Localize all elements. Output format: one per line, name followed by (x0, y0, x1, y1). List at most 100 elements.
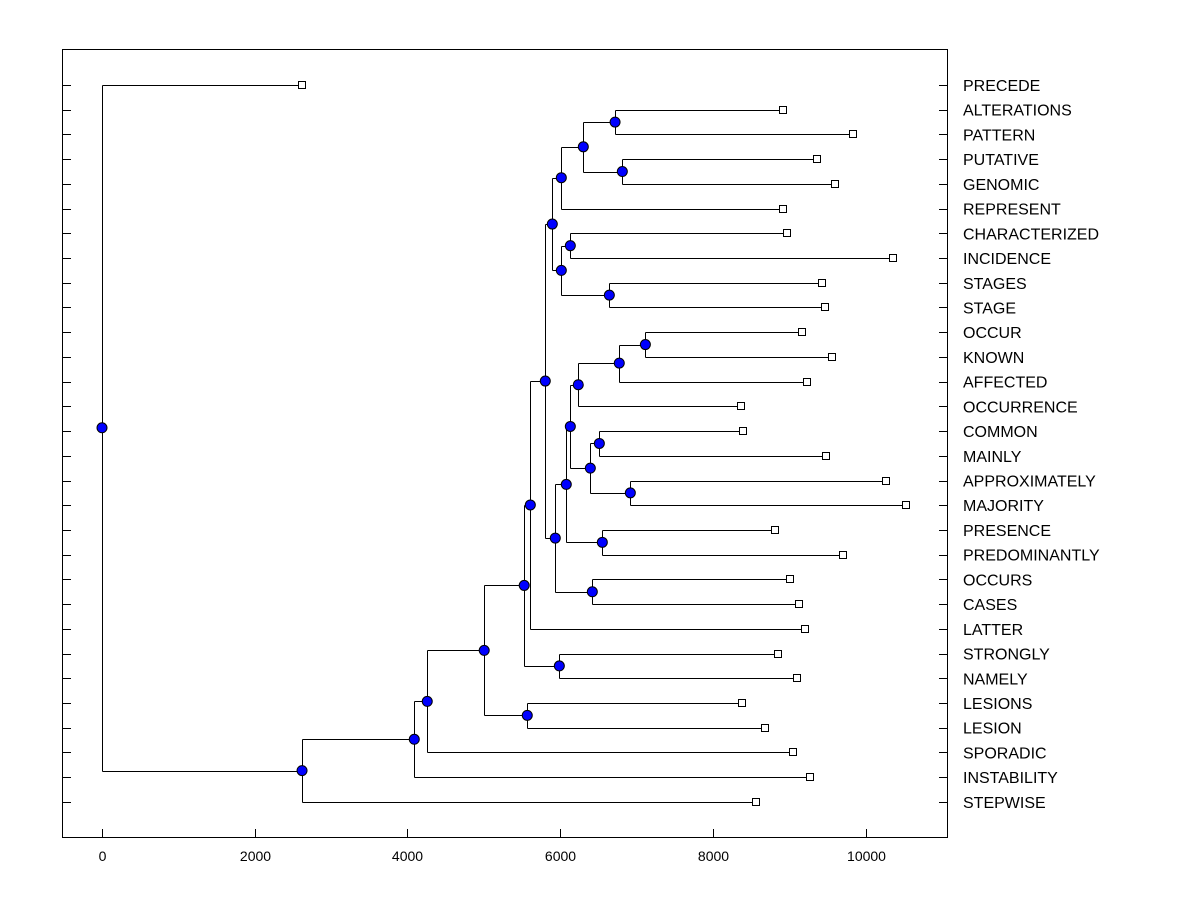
leaf-marker (793, 674, 801, 682)
leaf-marker (795, 600, 803, 608)
merge-node (564, 240, 576, 252)
leaf-marker (783, 229, 791, 237)
leaf-label: OCCURRENCE (963, 399, 1078, 416)
merge-node (584, 462, 596, 474)
leaf-marker (298, 81, 306, 89)
leaf-label: APPROXIMATELY (963, 474, 1096, 491)
merge-node (96, 422, 108, 434)
x-tick-label: 2000 (240, 848, 271, 864)
leaf-marker (821, 303, 829, 311)
axis-ticks: 0 2000 4000 6000 8000 10000 (62, 85, 947, 864)
leaf-label: PATTERN (963, 127, 1035, 144)
merge-node (564, 420, 576, 432)
merge-node (555, 264, 567, 276)
leaf-label: STEPWISE (963, 795, 1046, 812)
leaf-marker (789, 748, 797, 756)
leaf-label: STAGE (963, 300, 1016, 317)
merge-node (603, 289, 615, 301)
leaf-label: SPORADIC (963, 745, 1047, 762)
leaf-label: PREDOMINANTLY (963, 548, 1100, 565)
leaf-label: CASES (963, 597, 1017, 614)
leaf-marker (786, 575, 794, 583)
leaf-marker (738, 699, 746, 707)
leaf-marker (771, 526, 779, 534)
leaf-marker (739, 427, 747, 435)
merge-node (553, 660, 565, 672)
leaf-marker (822, 452, 830, 460)
leaf-marker (761, 724, 769, 732)
leaf-labels: PRECEDE ALTERATIONS PATTERN PUTATIVE GENOMIC… (963, 78, 1100, 812)
leaf-marker (798, 328, 806, 336)
merge-node (421, 695, 433, 707)
leaf-marker (801, 625, 809, 633)
merge-node (539, 375, 551, 387)
merge-node (596, 536, 608, 548)
leaf-label: LESION (963, 721, 1022, 738)
leaf-label: REPRESENT (963, 202, 1061, 219)
x-tick-label: 8000 (698, 848, 729, 864)
leaf-label: INCIDENCE (963, 251, 1051, 268)
merge-node (296, 765, 308, 777)
leaf-label: STAGES (963, 276, 1027, 293)
leaf-marker (779, 106, 787, 114)
leaf-label: PRESENCE (963, 523, 1051, 540)
leaf-marker (737, 402, 745, 410)
merge-node (613, 357, 625, 369)
leaf-marker (831, 180, 839, 188)
leaf-label: OCCURS (963, 572, 1032, 589)
leaf-marker (806, 773, 814, 781)
leaf-marker (849, 130, 857, 138)
merge-node (639, 339, 651, 351)
merge-node (609, 116, 621, 128)
merge-node (560, 478, 572, 490)
leaf-label: OCCUR (963, 325, 1022, 342)
leaf-label: LESIONS (963, 696, 1032, 713)
leaf-marker (902, 501, 910, 509)
merge-node (549, 532, 561, 544)
dendrogram-nodes (96, 81, 910, 806)
merge-node (478, 644, 490, 656)
merge-node (546, 218, 558, 230)
leaf-marker (818, 279, 826, 287)
leaf-marker (752, 798, 760, 806)
merge-node (616, 166, 628, 178)
leaf-marker (779, 205, 787, 213)
leaf-label: MAJORITY (963, 498, 1044, 515)
leaf-label: CHARACTERIZED (963, 226, 1099, 243)
x-tick-label: 10000 (847, 848, 886, 864)
merge-node (577, 141, 589, 153)
leaf-label: STRONGLY (963, 647, 1050, 664)
leaf-marker (828, 353, 836, 361)
leaf-marker (774, 650, 782, 658)
leaf-marker (889, 254, 897, 262)
merge-node (521, 709, 533, 721)
x-tick-label: 0 (99, 848, 107, 864)
leaf-label: AFFECTED (963, 375, 1047, 392)
leaf-label: PRECEDE (963, 78, 1040, 95)
merge-node (586, 586, 598, 598)
leaf-label: NAMELY (963, 671, 1028, 688)
merge-node (572, 379, 584, 391)
leaf-marker (882, 477, 890, 485)
leaf-label: PUTATIVE (963, 152, 1039, 169)
merge-node (593, 437, 605, 449)
leaf-label: INSTABILITY (963, 770, 1058, 787)
leaf-label: GENOMIC (963, 177, 1039, 194)
leaf-label: ALTERATIONS (963, 103, 1072, 120)
leaf-label: COMMON (963, 424, 1038, 441)
merge-node (408, 733, 420, 745)
merge-node (624, 487, 636, 499)
leaf-marker (839, 551, 847, 559)
merge-node (524, 499, 536, 511)
plot-frame (62, 49, 948, 838)
leaf-label: MAINLY (963, 449, 1022, 466)
leaf-marker (803, 378, 811, 386)
x-tick-label: 6000 (545, 848, 576, 864)
x-tick-label: 4000 (392, 848, 423, 864)
merge-node (555, 172, 567, 184)
merge-node (518, 579, 530, 591)
leaf-marker (813, 155, 821, 163)
leaf-label: KNOWN (963, 350, 1024, 367)
leaf-label: LATTER (963, 622, 1023, 639)
